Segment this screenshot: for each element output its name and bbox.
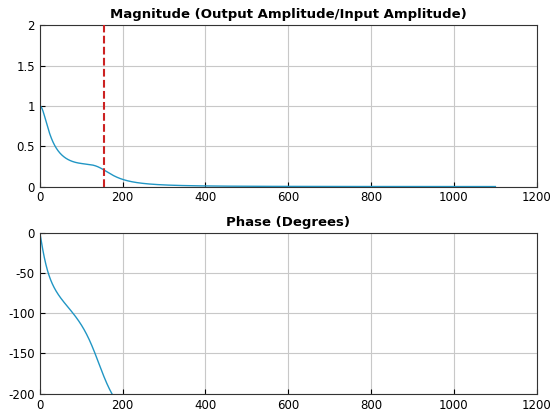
Title: Magnitude (Output Amplitude/Input Amplitude): Magnitude (Output Amplitude/Input Amplit… bbox=[110, 8, 466, 21]
Title: Phase (Degrees): Phase (Degrees) bbox=[226, 215, 351, 228]
